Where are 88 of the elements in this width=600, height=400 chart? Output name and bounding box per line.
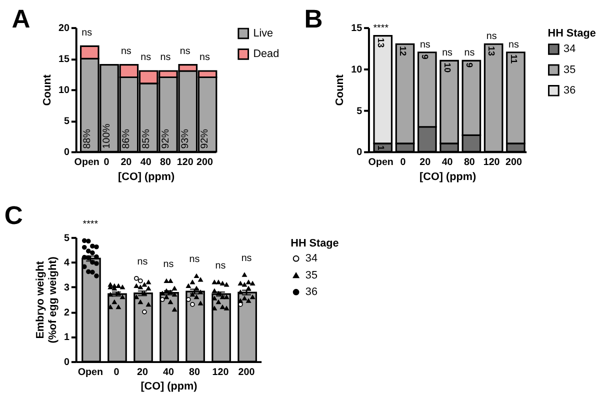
annotation: ns [241, 252, 252, 264]
y-tick-label: 3 [64, 282, 70, 294]
x-tick-label: 40 [442, 157, 454, 168]
legend-label: 35 [564, 64, 576, 76]
legend-label: 36 [564, 84, 576, 97]
chart-title: A [12, 6, 30, 34]
legend-title: HH Stage [548, 27, 596, 40]
annotation: 92% [200, 128, 211, 149]
y-axis-title: Count [42, 74, 54, 106]
x-tick-label: 0 [114, 366, 120, 378]
annotation: ns [163, 259, 174, 270]
data-label: 13 [376, 38, 386, 48]
annotation: ns [420, 39, 430, 50]
annotation: ns [508, 39, 519, 50]
annotation: ns [215, 260, 226, 272]
x-axis-title: [CO] (ppm) [420, 170, 476, 183]
y-tick-label: 0 [64, 147, 70, 158]
annotation: 92% [160, 128, 172, 149]
annotation: **** [82, 218, 98, 230]
legend-label: 34 [305, 252, 318, 265]
data-label: 1 [376, 145, 386, 150]
y-tick-label: 10 [351, 64, 363, 76]
x-tick-label: Open [368, 157, 394, 168]
annotation: ns [140, 52, 152, 64]
x-tick-label: 120 [176, 157, 194, 168]
y-tick-label: 5 [64, 116, 70, 128]
y-tick-label: 15 [58, 54, 70, 66]
annotation: **** [373, 22, 389, 34]
data-label: 9 [464, 62, 474, 68]
y-tick-label: 20 [58, 23, 70, 34]
y-tick-label: 0 [64, 357, 70, 368]
annotation: 100% [101, 123, 112, 149]
x-tick-label: 0 [400, 157, 406, 168]
x-tick-label: 80 [464, 157, 476, 168]
x-tick-label: 80 [160, 157, 172, 168]
data-label: 13 [486, 46, 497, 56]
annotation: ns [200, 52, 210, 64]
y-tick-label: 5 [356, 106, 363, 117]
x-axis-title: [CO] (ppm) [140, 380, 198, 393]
legend-title: HH Stage [290, 237, 339, 250]
x-tick-label: 40 [140, 157, 152, 168]
chart-title: B [304, 6, 323, 34]
x-tick-label: 20 [120, 157, 132, 168]
annotation: ns [486, 31, 497, 42]
x-axis-title: [CO] (ppm) [118, 170, 175, 183]
annotation: ns [137, 256, 148, 268]
y-tick-label: 5 [64, 232, 70, 244]
data-label: 11 [508, 54, 519, 64]
annotation: ns [120, 46, 132, 57]
annotation: ns [464, 48, 475, 59]
annotation: 86% [121, 128, 132, 149]
x-tick-label: 200 [196, 157, 214, 168]
y-tick-label: 0 [356, 147, 363, 158]
y-tick-label: 15 [351, 23, 363, 34]
y-tick-label: 1 [64, 332, 70, 344]
x-tick-label: 120 [483, 157, 500, 168]
x-tick-label: 40 [162, 366, 174, 378]
x-tick-label: 80 [189, 366, 200, 378]
y-tick-label: 4 [64, 258, 70, 269]
y-tick-label: 10 [58, 85, 70, 96]
legend-label: Live [253, 27, 274, 40]
y-tick-label: 2 [64, 307, 70, 318]
x-tick-label: Open [74, 157, 100, 168]
legend-label: 36 [305, 286, 318, 298]
chart-title: C [4, 202, 23, 230]
y-axis-title: Embryo weight (%of egg weight) [34, 256, 60, 344]
data-label: 10 [442, 62, 452, 73]
legend-label: 34 [564, 43, 576, 56]
annotation: ns [82, 27, 92, 38]
annotation: ns [160, 52, 171, 64]
annotation: ns [180, 46, 190, 57]
annotation: ns [189, 254, 200, 266]
annotation: ns [442, 48, 453, 59]
annotation: 88% [82, 128, 93, 149]
x-tick-label: 20 [136, 366, 148, 378]
x-tick-label: 200 [238, 366, 256, 378]
annotation: 85% [140, 128, 152, 149]
x-tick-label: 20 [420, 157, 432, 168]
x-tick-label: 200 [505, 157, 522, 168]
data-label: 12 [398, 46, 408, 56]
annotation: 93% [180, 128, 192, 149]
x-tick-label: 120 [212, 366, 230, 378]
legend-label: Dead [253, 48, 280, 60]
x-tick-label: Open [78, 366, 104, 378]
x-tick-label: 0 [104, 157, 110, 168]
legend-label: 35 [305, 269, 318, 282]
y-axis-title: Count [334, 74, 346, 106]
data-label: 9 [420, 54, 430, 60]
